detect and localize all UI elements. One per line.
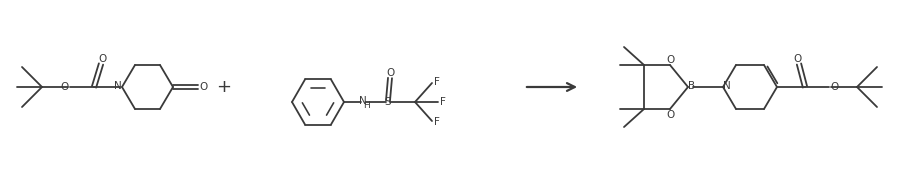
Text: O: O — [60, 82, 69, 92]
Text: O: O — [667, 109, 675, 120]
Text: O: O — [831, 82, 839, 92]
Text: F: F — [434, 117, 439, 127]
Text: H: H — [364, 101, 370, 110]
Text: O: O — [794, 53, 802, 64]
Text: B: B — [688, 81, 695, 91]
Text: +: + — [216, 78, 232, 96]
Text: F: F — [439, 97, 446, 107]
Text: O: O — [667, 55, 675, 64]
Text: O: O — [98, 53, 106, 64]
Text: O: O — [386, 68, 395, 78]
Text: S: S — [384, 97, 391, 107]
Text: O: O — [199, 82, 207, 92]
Text: N: N — [115, 81, 122, 91]
Text: F: F — [434, 77, 439, 87]
Text: N: N — [723, 81, 731, 91]
Text: N: N — [359, 96, 367, 106]
